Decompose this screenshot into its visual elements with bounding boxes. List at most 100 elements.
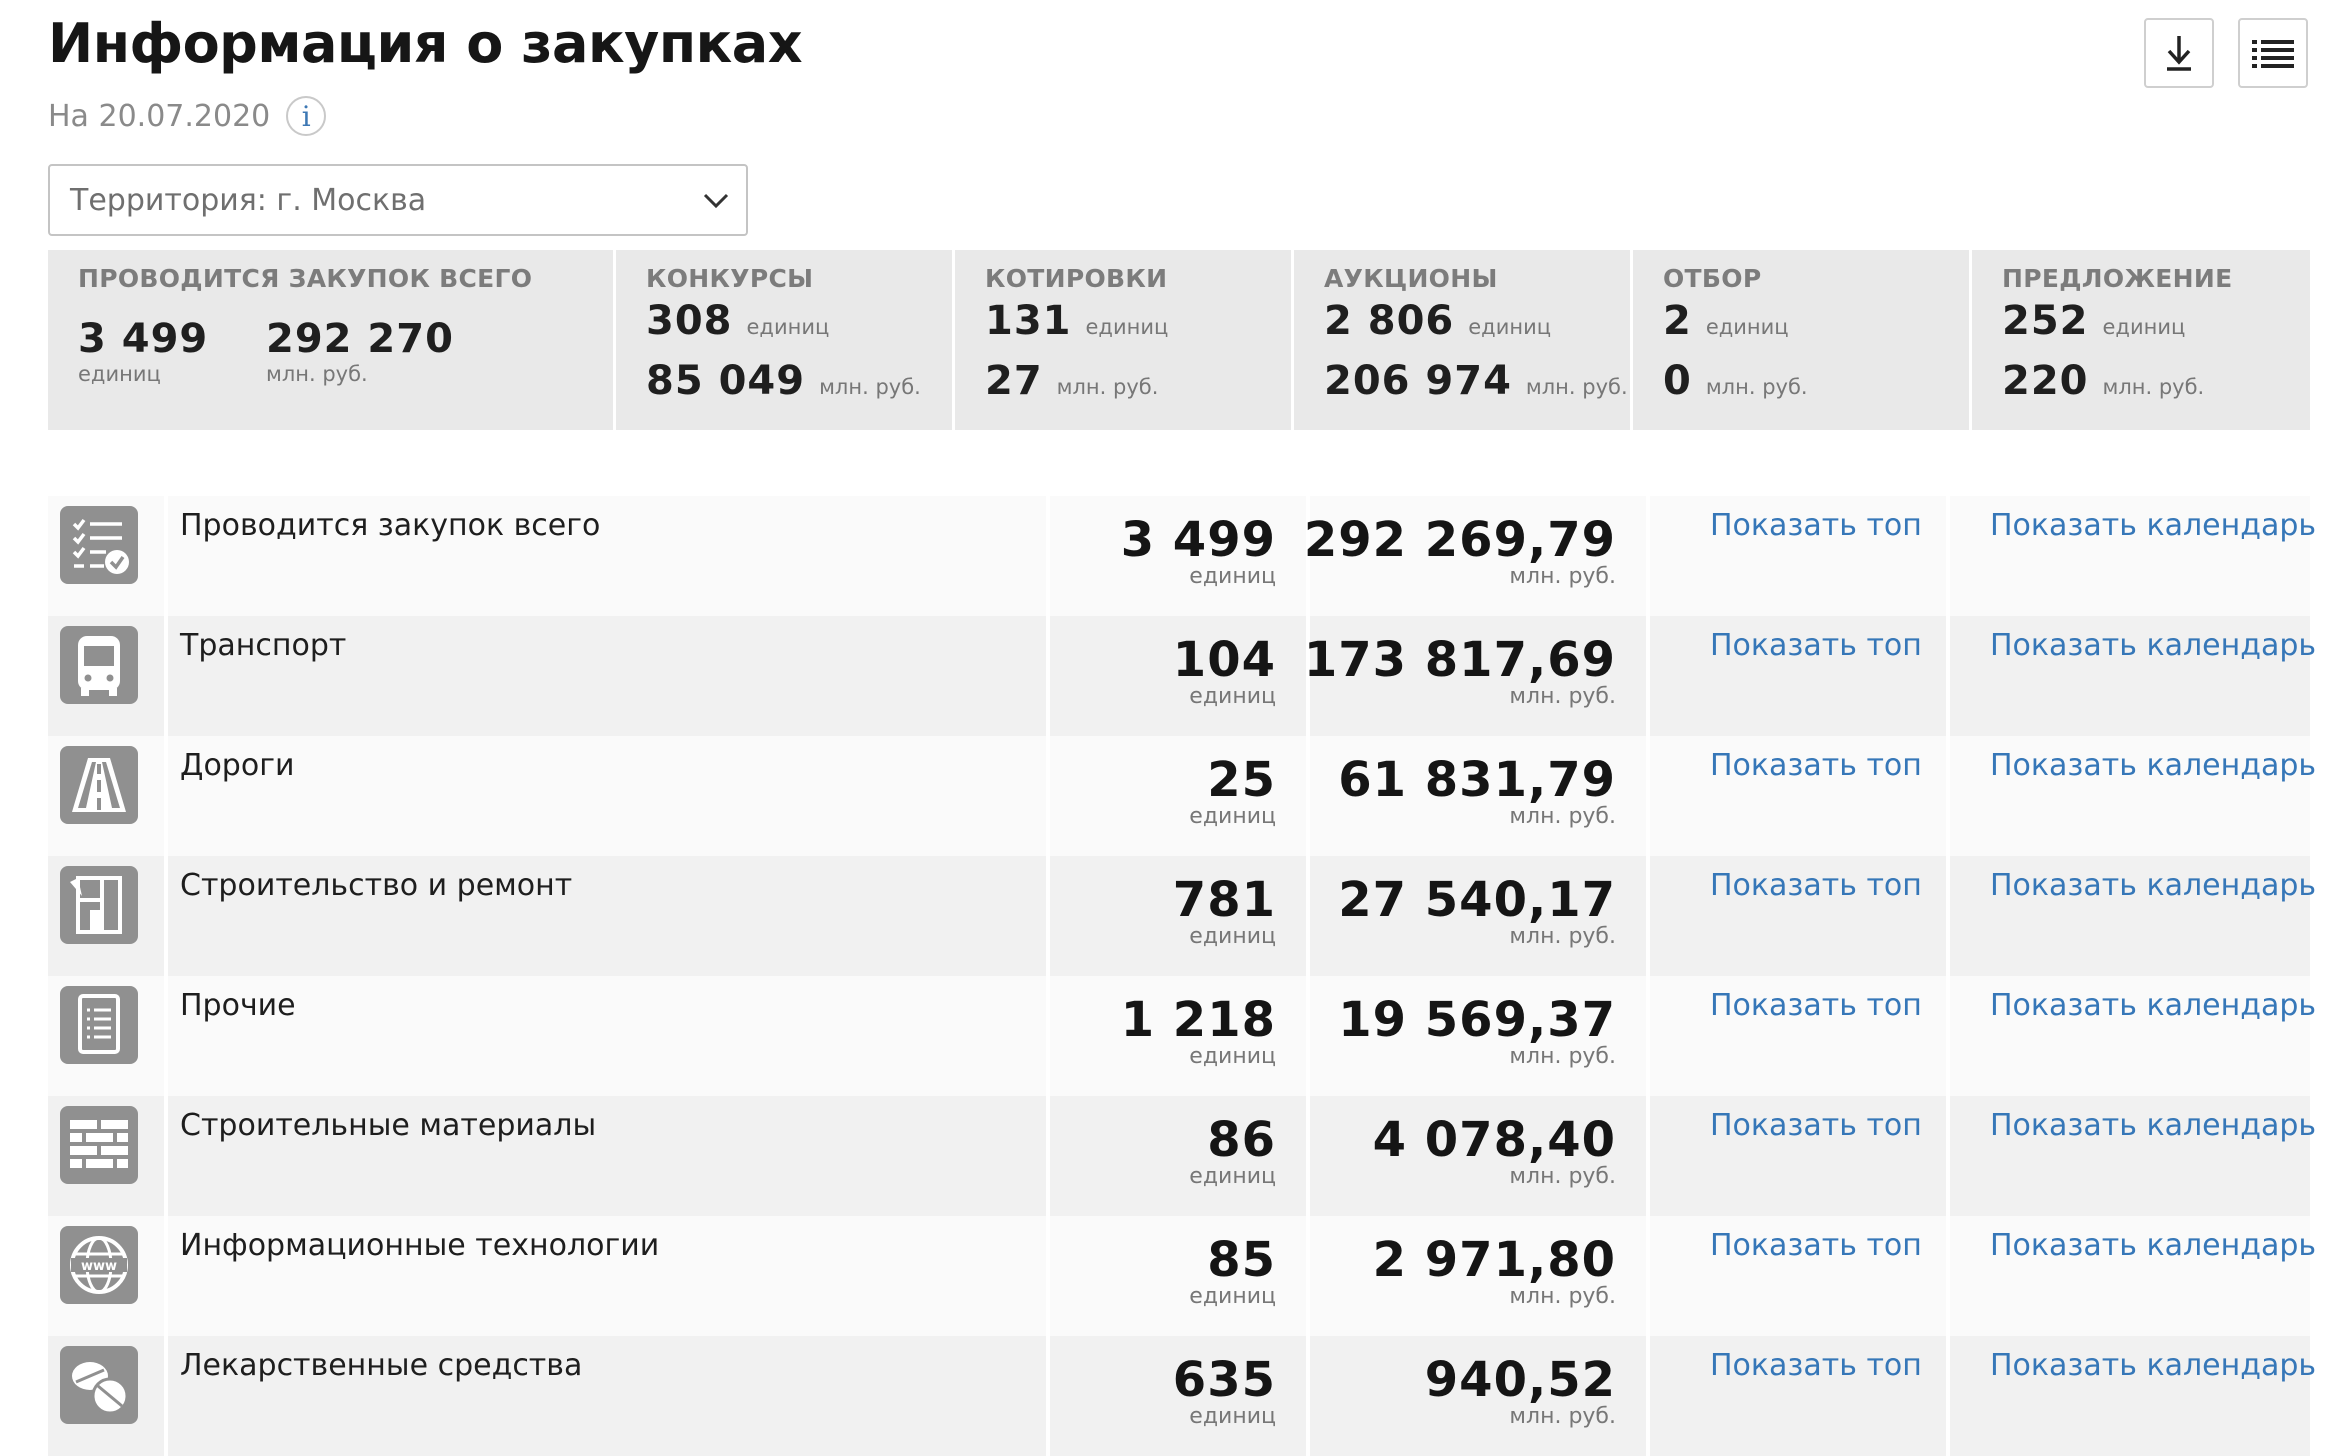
summary-type-count-unit: единиц [1705, 315, 1789, 339]
table-row: Дороги 25 единиц 61 831,79 млн. руб. Пок… [48, 736, 2316, 856]
category-name: Лекарственные средства [180, 1348, 583, 1383]
download-button[interactable] [2144, 18, 2214, 88]
summary-total-sum: 292 270 [266, 316, 454, 362]
category-count-unit: единиц [1189, 1164, 1276, 1189]
summary-type-count-unit: единиц [1085, 315, 1169, 339]
brick-wall-icon [60, 1106, 138, 1184]
category-count-unit: единиц [1189, 1284, 1276, 1309]
summary-panel: ПРОВОДИТСЯ ЗАКУПОК ВСЕГО 3 499 единиц 29… [48, 250, 2310, 430]
category-count-unit: единиц [1189, 564, 1276, 589]
summary-total-sum-block: 292 270 млн. руб. [266, 316, 454, 386]
show-calendar-link[interactable]: Показать календарь [1990, 1228, 2317, 1263]
info-icon[interactable]: i [286, 96, 327, 136]
summary-type-count: 2 806 [1324, 298, 1455, 344]
summary-total-sum-unit: млн. руб. [266, 362, 368, 386]
summary-type-count: 2 [1663, 298, 1692, 344]
summary-type-count: 252 [2002, 298, 2089, 344]
summary-type-count-unit: единиц [746, 315, 830, 339]
category-sum-unit: млн. руб. [1509, 684, 1616, 709]
category-name: Дороги [180, 748, 295, 783]
page-title: Информация о закупках [48, 12, 803, 75]
list-view-icon [2252, 40, 2294, 68]
category-name: Транспорт [180, 628, 347, 663]
summary-type-label: АУКЦИОНЫ [1324, 264, 1498, 293]
category-name: Проводится закупок всего [180, 508, 601, 543]
www-globe-icon: www [60, 1226, 138, 1304]
category-count: 3 499 [1120, 512, 1276, 568]
show-top-link[interactable]: Показать топ [1710, 868, 1922, 903]
category-table: Проводится закупок всего 3 499 единиц 29… [48, 496, 2316, 1456]
category-sum-unit: млн. руб. [1509, 1164, 1616, 1189]
category-sum-unit: млн. руб. [1509, 1284, 1616, 1309]
category-count-unit: единиц [1189, 1044, 1276, 1069]
summary-type-sum: 220 [2002, 358, 2089, 404]
category-sum: 19 569,37 [1338, 992, 1616, 1048]
show-calendar-link[interactable]: Показать календарь [1990, 868, 2317, 903]
category-sum-unit: млн. руб. [1509, 1044, 1616, 1069]
summary-type-sum: 85 049 [646, 358, 806, 404]
show-top-link[interactable]: Показать топ [1710, 1228, 1922, 1263]
summary-type-label: КОТИРОВКИ [985, 264, 1168, 293]
checklist-icon [60, 506, 138, 584]
summary-type-label: КОНКУРСЫ [646, 264, 814, 293]
table-row: Транспорт 104 единиц 173 817,69 млн. руб… [48, 616, 2316, 736]
category-sum-unit: млн. руб. [1509, 564, 1616, 589]
road-icon [60, 746, 138, 824]
show-calendar-link[interactable]: Показать календарь [1990, 748, 2317, 783]
show-top-link[interactable]: Показать топ [1710, 1108, 1922, 1143]
category-count: 25 [1207, 752, 1276, 808]
summary-total-label: ПРОВОДИТСЯ ЗАКУПОК ВСЕГО [78, 264, 533, 293]
summary-total-count-unit: единиц [78, 362, 161, 386]
summary-type-count-unit: единиц [1468, 315, 1552, 339]
category-count-unit: единиц [1189, 924, 1276, 949]
download-icon [2167, 36, 2191, 71]
category-sum: 2 971,80 [1372, 1232, 1616, 1288]
list-view-button[interactable] [2238, 18, 2308, 88]
summary-type-sum: 206 974 [1324, 358, 1512, 404]
table-row: Строительные материалы 86 единиц 4 078,4… [48, 1096, 2316, 1216]
category-count: 85 [1207, 1232, 1276, 1288]
summary-type-count-unit: единиц [2102, 315, 2186, 339]
category-sum: 4 078,40 [1372, 1112, 1616, 1168]
summary-total-count: 3 499 [78, 316, 209, 362]
category-count: 1 218 [1120, 992, 1276, 1048]
show-calendar-link[interactable]: Показать календарь [1990, 1348, 2317, 1383]
territory-select[interactable]: Территория: г. Москва [48, 164, 748, 236]
summary-type-sum-unit: млн. руб. [2102, 375, 2205, 399]
territory-value: Территория: г. Москва [70, 182, 427, 218]
category-count-unit: единиц [1189, 1404, 1276, 1429]
category-count: 86 [1207, 1112, 1276, 1168]
table-row: Прочие 1 218 единиц 19 569,37 млн. руб. … [48, 976, 2316, 1096]
show-top-link[interactable]: Показать топ [1710, 628, 1922, 663]
show-calendar-link[interactable]: Показать календарь [1990, 628, 2317, 663]
table-row: Лекарственные средства 635 единиц 940,52… [48, 1336, 2316, 1456]
table-row: Строительство и ремонт 781 единиц 27 540… [48, 856, 2316, 976]
show-calendar-link[interactable]: Показать календарь [1990, 988, 2317, 1023]
summary-type-count: 131 [985, 298, 1072, 344]
show-calendar-link[interactable]: Показать календарь [1990, 508, 2317, 543]
summary-type-sum-unit: млн. руб. [819, 375, 921, 399]
show-top-link[interactable]: Показать топ [1710, 748, 1922, 783]
category-count: 635 [1172, 1352, 1276, 1408]
summary-type-sum-unit: млн. руб. [1056, 375, 1159, 399]
summary-type-auctions: АУКЦИОНЫ 2 806 единиц 206 974 млн. руб. [1294, 250, 1630, 430]
bus-icon [60, 626, 138, 704]
chevron-down-icon [703, 193, 729, 209]
building-plan-icon [60, 866, 138, 944]
summary-type-label: ОТБОР [1663, 264, 1762, 293]
table-row: www Информационные технологии 85 единиц … [48, 1216, 2316, 1336]
summary-type-label: ПРЕДЛОЖЕНИЕ [2002, 264, 2233, 293]
show-top-link[interactable]: Показать топ [1710, 988, 1922, 1023]
pills-icon [60, 1346, 138, 1424]
show-top-link[interactable]: Показать топ [1710, 1348, 1922, 1383]
category-name: Прочие [180, 988, 296, 1023]
category-sum: 940,52 [1424, 1352, 1616, 1408]
date-row: На 20.07.2020 i [48, 92, 327, 140]
category-sum: 61 831,79 [1338, 752, 1616, 808]
summary-type-sum-unit: млн. руб. [1525, 375, 1628, 399]
document-icon [60, 986, 138, 1064]
show-top-link[interactable]: Показать топ [1710, 508, 1922, 543]
show-calendar-link[interactable]: Показать календарь [1990, 1108, 2317, 1143]
category-sum-unit: млн. руб. [1509, 924, 1616, 949]
summary-total-count-block: 3 499 единиц [78, 316, 208, 386]
